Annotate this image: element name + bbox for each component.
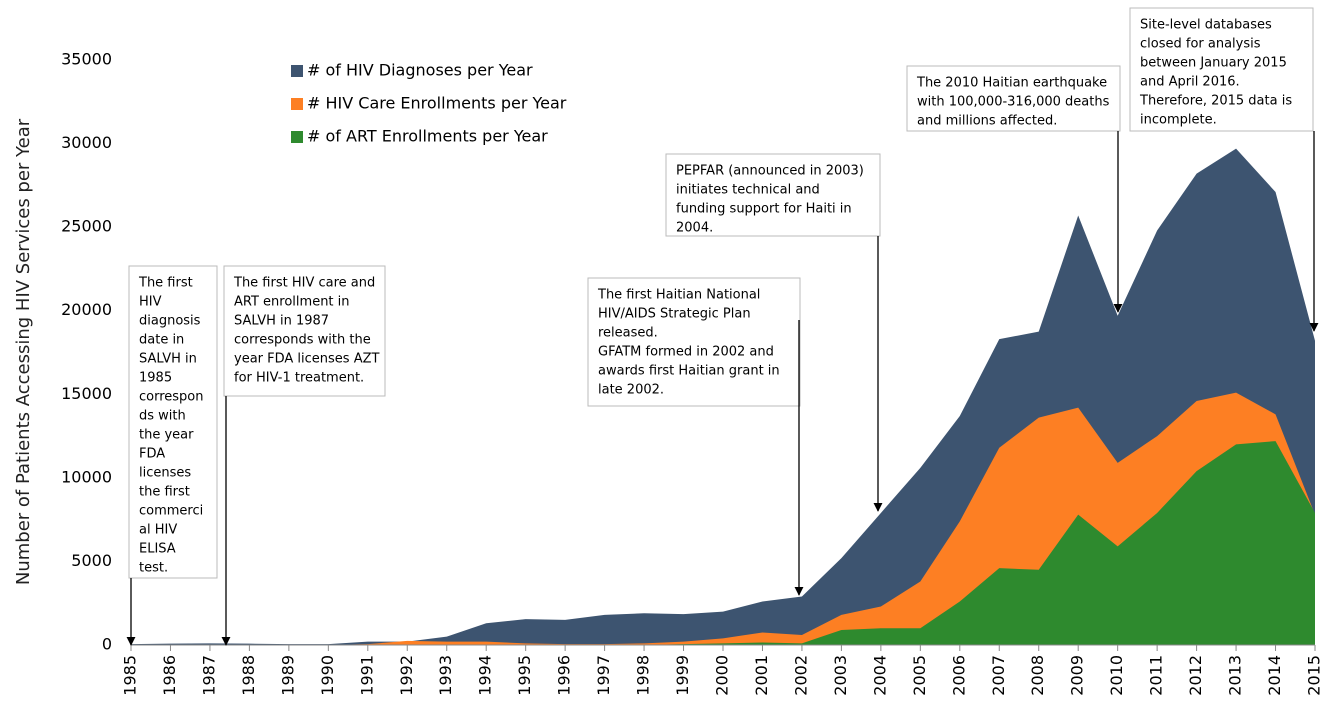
annotation-text: SALVH in <box>139 352 197 367</box>
annotation-text: between January 2015 <box>1140 56 1287 71</box>
y-tick-label: 5000 <box>71 551 112 570</box>
annotation-text: closed for analysis <box>1140 37 1261 52</box>
x-tick-label: 2005 <box>910 655 929 696</box>
x-tick-label: 1986 <box>160 655 179 696</box>
x-tick-label: 2004 <box>870 655 889 696</box>
legend-label: # of HIV Diagnoses per Year <box>307 61 533 80</box>
x-tick-label: 2006 <box>949 655 968 696</box>
x-tick-label: 2010 <box>1107 655 1126 696</box>
x-tick-label: 1996 <box>555 655 574 696</box>
annotation-box <box>128 265 218 579</box>
x-tick-label: 1987 <box>199 655 218 696</box>
legend-swatch <box>291 65 303 77</box>
annotation-box <box>223 265 386 397</box>
x-tick-label: 1985 <box>121 655 140 696</box>
annotation-box <box>906 65 1121 132</box>
x-tick-label: 2009 <box>1068 655 1087 696</box>
annotation-text: al HIV <box>139 523 177 538</box>
x-tick-label: 1993 <box>436 655 455 696</box>
annotation-text: FDA <box>139 447 165 462</box>
x-tick-label: 1994 <box>476 655 495 696</box>
annotation-text: the first <box>139 485 190 500</box>
annotation-text: Therefore, 2015 data is <box>1139 94 1292 109</box>
annotation-text: and millions affected. <box>917 114 1057 129</box>
annotation-text: commerci <box>139 504 203 519</box>
annotation-text: ART enrollment in <box>234 295 350 310</box>
annotation-box <box>587 277 801 407</box>
annotation-text: test. <box>139 561 168 576</box>
x-tick-label: 1990 <box>318 655 337 696</box>
annotation-text: SALVH in 1987 <box>234 314 329 329</box>
annotation-text: funding support for Haiti in <box>676 202 852 217</box>
annotation-text: HIV/AIDS Strategic Plan <box>598 307 751 322</box>
annotation-text: the year <box>139 428 194 443</box>
annotation-text: PEPFAR (announced in 2003) <box>676 164 864 179</box>
y-tick-label: 35000 <box>61 50 112 69</box>
x-tick-label: 2015 <box>1305 655 1324 696</box>
x-tick-label: 1992 <box>397 655 416 696</box>
annotation-text: awards first Haitian grant in <box>598 364 780 379</box>
x-tick-label: 1995 <box>515 655 534 696</box>
annotation-text: GFATM formed in 2002 and <box>598 345 774 360</box>
annotation-text: correspon <box>139 390 204 405</box>
x-tick-label: 1988 <box>239 655 258 696</box>
annotation-text: late 2002. <box>598 383 664 398</box>
annotation-text: year FDA licenses AZT <box>234 352 380 367</box>
annotation-box <box>665 153 881 237</box>
x-tick-label: 2001 <box>752 655 771 696</box>
x-tick-label: 1991 <box>357 655 376 696</box>
x-tick-label: 2000 <box>713 655 732 696</box>
legend-swatch <box>291 98 303 110</box>
annotation-text: licenses <box>139 466 191 481</box>
annotation-text: initiates technical and <box>676 183 820 198</box>
x-tick-label: 2008 <box>1028 655 1047 696</box>
x-tick-label: 1999 <box>673 655 692 696</box>
legend-swatch <box>291 131 303 143</box>
legend-label: # of ART Enrollments per Year <box>307 127 548 146</box>
legend-label: # HIV Care Enrollments per Year <box>307 94 567 113</box>
x-tick-label: 2003 <box>831 655 850 696</box>
x-tick-label: 2002 <box>791 655 810 696</box>
y-tick-label: 0 <box>102 635 112 654</box>
annotation-text: corresponds with the <box>234 333 371 348</box>
annotation-box <box>1129 7 1314 132</box>
annotation-text: diagnosis <box>139 314 201 329</box>
y-tick-label: 30000 <box>61 133 112 152</box>
annotation-text: incomplete. <box>1140 113 1217 128</box>
x-tick-label: 2011 <box>1147 655 1166 696</box>
area <box>131 441 1315 645</box>
annotation-text: for HIV-1 treatment. <box>234 371 364 386</box>
annotation-text: 2004. <box>676 221 713 236</box>
annotation-text: 1985 <box>139 371 172 386</box>
y-tick-label: 25000 <box>61 217 112 236</box>
annotation-text: HIV <box>139 295 162 310</box>
x-tick-label: 1998 <box>634 655 653 696</box>
x-tick-label: 1997 <box>594 655 613 696</box>
y-tick-label: 20000 <box>61 300 112 319</box>
annotation-text: The first HIV care and <box>233 276 375 291</box>
y-axis-label: Number of Patients Accessing HIV Service… <box>13 118 34 585</box>
annotation-text: with 100,000-316,000 deaths <box>917 95 1110 110</box>
y-tick-label: 15000 <box>61 384 112 403</box>
annotation-text: The 2010 Haitian earthquake <box>916 76 1107 91</box>
y-tick-label: 10000 <box>61 467 112 486</box>
annotation-text: date in <box>139 333 184 348</box>
x-tick-label: 2013 <box>1226 655 1245 696</box>
x-tick-label: 2014 <box>1265 655 1284 696</box>
annotation-text: ELISA <box>139 542 176 557</box>
x-tick-label: 2007 <box>989 655 1008 696</box>
annotation-text: Site-level databases <box>1140 18 1272 33</box>
x-tick-label: 1989 <box>278 655 297 696</box>
annotation-text: The first Haitian National <box>597 288 760 303</box>
annotation-text: and April 2016. <box>1140 75 1240 90</box>
annotation-text: released. <box>598 326 658 341</box>
annotation-text: The first <box>138 276 193 291</box>
x-tick-label: 2012 <box>1186 655 1205 696</box>
annotation-text: ds with <box>139 409 186 424</box>
